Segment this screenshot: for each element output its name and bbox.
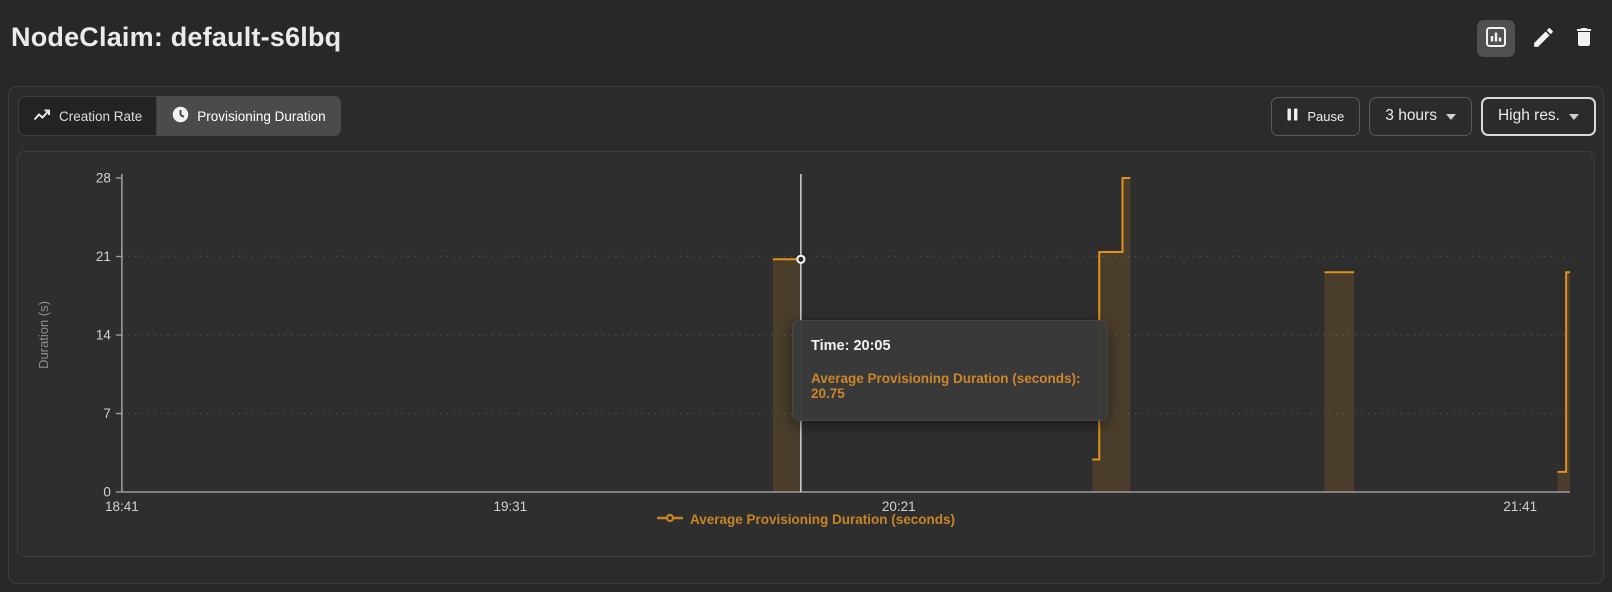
pause-label: Pause	[1307, 108, 1345, 124]
svg-text:14: 14	[96, 328, 111, 343]
svg-text:0: 0	[103, 485, 110, 500]
tab-provisioning-duration[interactable]: Provisioning Duration	[157, 96, 341, 136]
page-title: NodeClaim: default-s6lbq	[11, 22, 342, 52]
svg-text:20:21: 20:21	[882, 499, 916, 514]
legend-marker-icon	[656, 510, 683, 528]
tooltip-time: Time: 20:05	[811, 338, 891, 354]
tooltip-value: Average Provisioning Duration (seconds):…	[811, 371, 1081, 401]
svg-text:21:41: 21:41	[1503, 499, 1537, 514]
trend-line-icon	[33, 108, 51, 125]
chevron-down-icon	[1445, 114, 1456, 120]
header: NodeClaim: default-s6lbq	[0, 0, 1612, 82]
delete-button[interactable]	[1572, 25, 1596, 52]
chart-tooltip: Time: 20:05 Average Provisioning Duratio…	[792, 320, 1108, 421]
legend-label: Average Provisioning Duration (seconds)	[689, 511, 956, 527]
svg-text:18:41: 18:41	[105, 499, 139, 514]
time-range-value: 3 hours	[1385, 107, 1437, 124]
svg-text:7: 7	[103, 406, 110, 421]
resolution-value: High res.	[1497, 107, 1560, 124]
tab-group: Creation Rate Provisioning Duration	[18, 96, 341, 136]
toolbar-right: Pause 3 hours High res.	[1271, 96, 1596, 136]
chart-panel: Creation Rate Provisioning Duration	[8, 86, 1604, 584]
trash-icon	[1572, 25, 1596, 52]
pause-icon	[1287, 108, 1298, 124]
chart-card: 0 7 14 21 28 18:41 19:31 20:21 21:41 Duration (s)…	[17, 151, 1595, 557]
toolbar: Creation Rate Provisioning Duration	[18, 96, 1596, 136]
pause-button[interactable]: Pause	[1271, 96, 1361, 136]
bar-chart-icon	[1484, 25, 1508, 52]
chart-view-button[interactable]	[1477, 20, 1515, 57]
tab-provisioning-duration-label: Provisioning Duration	[197, 108, 326, 124]
tab-creation-rate[interactable]: Creation Rate	[18, 96, 158, 136]
svg-text:19:31: 19:31	[493, 499, 527, 514]
y-axis-label: Duration (s)	[36, 301, 51, 369]
chevron-down-icon	[1569, 114, 1579, 120]
header-actions	[1477, 20, 1596, 57]
time-range-dropdown[interactable]: 3 hours	[1369, 96, 1472, 136]
resolution-dropdown[interactable]: High res.	[1480, 96, 1596, 136]
legend-item[interactable]: Average Provisioning Duration (seconds)	[18, 510, 1594, 528]
svg-text:28: 28	[96, 171, 111, 186]
clock-icon	[172, 106, 189, 126]
svg-text:21: 21	[96, 249, 111, 264]
edit-button[interactable]	[1531, 25, 1556, 53]
pencil-icon	[1531, 25, 1556, 53]
tab-creation-rate-label: Creation Rate	[59, 108, 143, 124]
